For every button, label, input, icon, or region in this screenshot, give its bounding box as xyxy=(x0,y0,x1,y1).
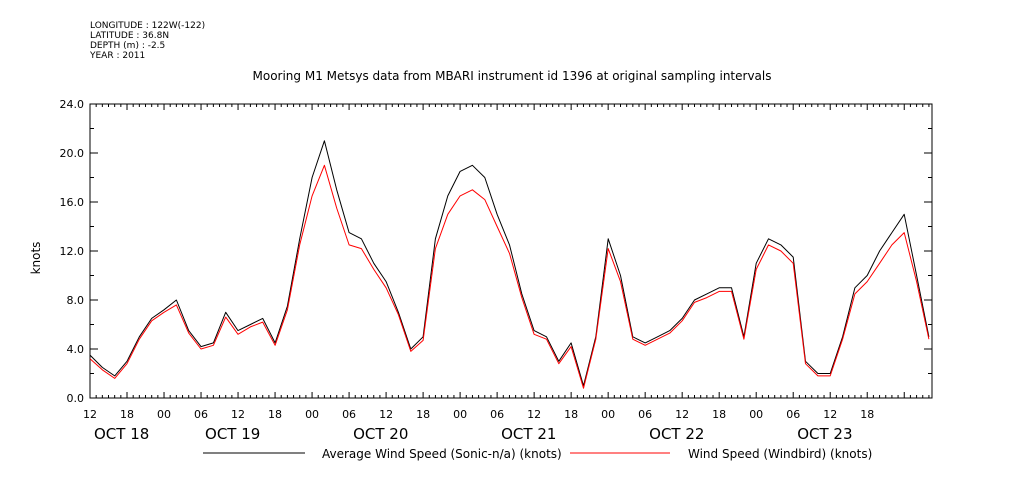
y-tick-label: 20.0 xyxy=(60,147,85,160)
x-tick-label: 06 xyxy=(194,408,208,421)
x-tick-label: 06 xyxy=(342,408,356,421)
date-label: OCT 18 xyxy=(94,425,149,443)
series-group xyxy=(89,140,930,389)
legend-label: Wind Speed (Windbird) (knots) xyxy=(688,447,872,461)
x-tick-label: 00 xyxy=(453,408,467,421)
y-tick-label: 8.0 xyxy=(67,294,85,307)
x-tick-label: 00 xyxy=(749,408,763,421)
x-tick-label: 06 xyxy=(786,408,800,421)
x-tick-label: 12 xyxy=(675,408,689,421)
y-tick-label: 0.0 xyxy=(67,392,85,405)
date-label: OCT 19 xyxy=(205,425,260,443)
x-tick-label: 12 xyxy=(231,408,245,421)
x-tick-label: 06 xyxy=(490,408,504,421)
x-tick-labels: 12 18 00 06 12 18 00 06 12 18 00 06 12 18 00 06 12 18 00 06… xyxy=(83,408,874,421)
x-tick-label: 18 xyxy=(564,408,578,421)
x-tick-label: 18 xyxy=(712,408,726,421)
y-tick-label: 4.0 xyxy=(67,343,85,356)
series-line-windbird xyxy=(89,164,930,389)
y-tick-label: 24.0 xyxy=(60,98,85,111)
x-tick-label: 18 xyxy=(416,408,430,421)
y-tick-labels: 0.0 4.0 8.0 12.0 16.0 20.0 24.0 xyxy=(60,98,85,405)
date-label: OCT 21 xyxy=(501,425,556,443)
chart-title: Mooring M1 Metsys data from MBARI instru… xyxy=(253,69,772,83)
legend: Average Wind Speed (Sonic-n/a) (knots) Wi… xyxy=(203,447,872,461)
x-tick-label: 12 xyxy=(823,408,837,421)
x-tick-label: 12 xyxy=(527,408,541,421)
date-label: OCT 22 xyxy=(649,425,704,443)
latitude-label: LATITUDE : 36.8N xyxy=(90,31,170,41)
x-tick-label: 18 xyxy=(120,408,134,421)
x-tick-label: 00 xyxy=(601,408,615,421)
legend-label: Average Wind Speed (Sonic-n/a) (knots) xyxy=(322,447,562,461)
x-tick-label: 18 xyxy=(268,408,282,421)
date-label: OCT 20 xyxy=(353,425,408,443)
x-tick-label: 12 xyxy=(83,408,97,421)
y-axis-label: knots xyxy=(29,242,43,275)
depth-label: DEPTH (m) : -2.5 xyxy=(90,41,166,51)
y-tick-label: 16.0 xyxy=(60,196,85,209)
axis-ticks xyxy=(89,103,932,399)
x-tick-label: 06 xyxy=(638,408,652,421)
date-labels: OCT 18 OCT 19 OCT 20 OCT 21 OCT 22 OCT 23 xyxy=(94,425,853,443)
year-label: YEAR : 2011 xyxy=(90,51,146,61)
longitude-label: LONGITUDE : 122W(-122) xyxy=(90,21,206,31)
x-tick-label: 00 xyxy=(305,408,319,421)
x-tick-label: 18 xyxy=(860,408,874,421)
x-tick-label: 12 xyxy=(379,408,393,421)
date-label: OCT 23 xyxy=(797,425,852,443)
y-tick-label: 12.0 xyxy=(60,245,85,258)
x-tick-label: 00 xyxy=(157,408,171,421)
series-line-average-wind-speed xyxy=(89,140,930,387)
